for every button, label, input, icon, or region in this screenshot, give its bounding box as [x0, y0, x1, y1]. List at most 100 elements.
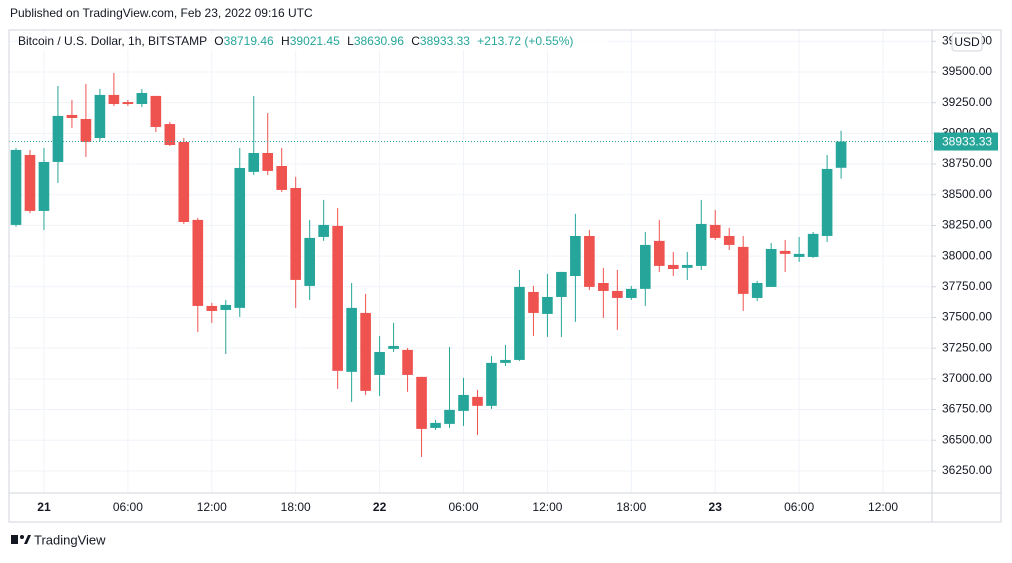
ohlc-label: O: [214, 34, 223, 48]
candle-body: [178, 141, 190, 222]
y-tick-label: 37500.00: [942, 310, 992, 324]
candle-body: [416, 376, 427, 429]
candle-body: [835, 141, 847, 168]
x-tick-label: 22: [373, 500, 387, 514]
candle-body: [514, 286, 525, 360]
candle-body: [360, 312, 371, 391]
candle-body: [150, 95, 162, 127]
candle-body: [626, 288, 637, 298]
candle-body: [304, 237, 315, 286]
y-tick-label: 37000.00: [942, 371, 992, 385]
x-tick-label: 12:00: [868, 500, 898, 514]
candle-body: [486, 362, 497, 406]
y-tick-label: 38000.00: [942, 248, 992, 262]
y-tick-label: 38250.00: [942, 218, 992, 232]
candle-body: [206, 305, 218, 311]
last-price-tag: [934, 132, 998, 151]
candle-body: [122, 102, 134, 105]
logo-shape: [11, 535, 18, 544]
currency[interactable]: USD: [954, 35, 980, 49]
candle-body: [723, 235, 735, 245]
candle-body: [639, 244, 651, 289]
candle-body: [612, 290, 623, 298]
x-tick-label: 21: [37, 500, 51, 514]
candle-body: [653, 240, 665, 266]
y-tick-label: 36750.00: [942, 402, 992, 416]
candle-body: [248, 152, 260, 172]
published-note: Published on TradingView.com, Feb 23, 20…: [10, 6, 313, 20]
candle-body: [430, 422, 441, 428]
candle-body: [290, 187, 302, 280]
brand: TradingView: [34, 532, 106, 547]
candle-body: [709, 224, 721, 238]
candle-body: [94, 94, 106, 139]
candle-body: [24, 154, 36, 211]
ohlc-value: 38630.96: [354, 34, 404, 48]
candle-body: [681, 264, 693, 268]
x-tick-label: 18:00: [281, 500, 311, 514]
candle-body: [318, 224, 329, 237]
candle-body: [192, 219, 204, 306]
candle-body: [807, 233, 819, 257]
y-tick-label: 39250.00: [942, 95, 992, 109]
y-tick-label: 38750.00: [942, 156, 992, 170]
x-tick-label: 12:00: [197, 500, 227, 514]
ohlc-label: C: [411, 34, 420, 48]
last-price-label: 38933.33: [942, 135, 992, 149]
candle-body: [500, 359, 511, 363]
logo-shape: [20, 535, 24, 539]
x-tick-label: 18:00: [616, 500, 646, 514]
logo: [11, 535, 31, 544]
axes: 36250.00 36500.00 36750.00 37000.00 37250.00…: [37, 33, 998, 514]
ohlc-value: 38933.33: [420, 34, 470, 48]
candle-body: [374, 351, 385, 375]
x-tick-label: 23: [709, 500, 723, 514]
candle-body: [388, 345, 399, 349]
x-tick-label: 06:00: [113, 500, 143, 514]
candle-body: [542, 296, 553, 314]
candle-body: [779, 250, 791, 254]
candle-body: [402, 349, 413, 375]
x-tick-label: 06:00: [448, 500, 478, 514]
candle-body: [276, 166, 288, 190]
y-tick-label: 37250.00: [942, 340, 992, 354]
candle-body: [444, 409, 455, 424]
candle-body: [793, 253, 805, 257]
candle-body: [821, 168, 833, 236]
candle-body: [765, 248, 777, 287]
candle-body: [80, 118, 92, 142]
candle-body: [472, 396, 483, 406]
ohlc-value: 39021.45: [290, 34, 340, 48]
candle-body: [584, 235, 595, 287]
y-tick-label: 37750.00: [942, 279, 992, 293]
candle-body: [667, 264, 679, 269]
y-tick-label: 36250.00: [942, 463, 992, 477]
candle-body: [751, 282, 763, 298]
candle-body: [346, 307, 357, 372]
chart-title: Bitcoin / U.S. Dollar, 1h, BITSTAMP: [18, 34, 207, 48]
logo-shape: [24, 535, 31, 544]
currency-badge[interactable]: [951, 32, 983, 52]
candle-body: [164, 124, 176, 146]
candle-body: [332, 225, 343, 371]
candle-body: [38, 161, 50, 211]
y-tick-label: 38500.00: [942, 187, 992, 201]
candles: [9, 72, 932, 457]
y-tick-label: 39500.00: [942, 64, 992, 78]
candle-body: [66, 114, 78, 119]
candle-body: [220, 304, 232, 310]
candle-body: [262, 152, 274, 171]
candle-body: [458, 394, 469, 411]
candle-body: [52, 115, 64, 162]
ohlc-value: 38719.46: [224, 34, 274, 48]
ohlc-label: H: [281, 34, 290, 48]
candle-body: [234, 167, 246, 308]
candle-body: [556, 271, 567, 297]
x-tick-label: 06:00: [784, 500, 814, 514]
legend: Bitcoin / U.S. Dollar, 1h, BITSTAMP O387…: [18, 34, 573, 48]
candle-body: [570, 235, 581, 276]
candle-body: [598, 282, 609, 291]
candle-body: [108, 94, 120, 105]
change: +213.72 (+0.55%): [477, 34, 573, 48]
